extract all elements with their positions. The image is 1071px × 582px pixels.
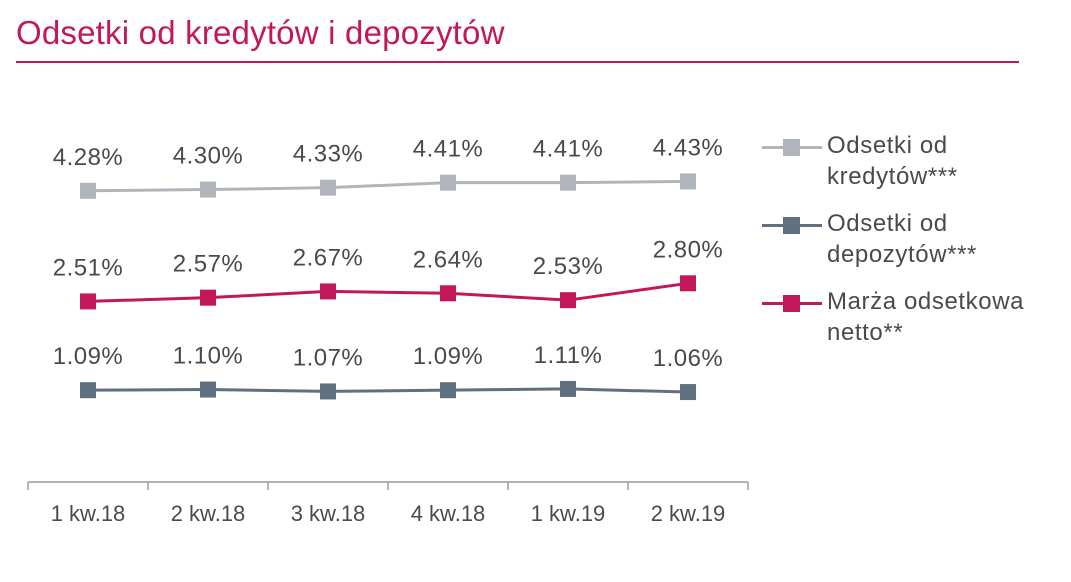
data-point-loans (80, 182, 96, 199)
data-point-deposits (680, 384, 696, 401)
legend-item-margin: Marża odsetkowa netto** (762, 286, 1062, 364)
data-label-deposits: 1.07% (293, 344, 364, 371)
data-point-deposits (200, 381, 216, 398)
data-label-margin: 2.67% (293, 244, 364, 271)
data-label-deposits: 1.10% (173, 343, 244, 370)
legend-label-loans: Odsetki od kredytów*** (827, 132, 958, 190)
data-point-loans (320, 179, 336, 196)
legend-label-deposits: Odsetki od depozytów*** (827, 210, 977, 268)
series-line-margin (87, 281, 689, 303)
legend-label-margin: Marża odsetkowa netto** (827, 288, 1025, 346)
data-label-margin: 2.53% (533, 253, 604, 280)
data-point-loans (680, 173, 696, 190)
data-label-loans: 4.33% (293, 141, 364, 168)
data-label-deposits: 1.09% (413, 343, 484, 370)
x-tick-label: 2 kw.18 (171, 501, 246, 526)
data-label-loans: 4.41% (413, 136, 484, 163)
data-point-deposits (440, 382, 456, 399)
data-point-margin (680, 275, 696, 292)
data-label-loans: 4.30% (173, 143, 244, 170)
x-tick-label: 4 kw.18 (411, 501, 486, 526)
series-line-deposits (87, 387, 689, 394)
legend-square-marker-icon (783, 139, 800, 156)
data-point-margin (560, 292, 576, 309)
legend-item-deposits: Odsetki od depozytów*** (762, 208, 1062, 286)
x-tick-label: 3 kw.18 (291, 501, 366, 526)
data-point-deposits (560, 380, 576, 397)
x-tick-label: 2 kw.19 (651, 501, 726, 526)
legend-square-marker-icon (783, 295, 800, 312)
data-point-loans (200, 181, 216, 198)
data-label-deposits: 1.09% (53, 343, 124, 370)
data-label-loans: 4.28% (53, 144, 124, 171)
legend-item-loans: Odsetki od kredytów*** (762, 130, 1062, 208)
data-point-margin (200, 289, 216, 306)
data-label-deposits: 1.06% (653, 345, 724, 372)
data-label-margin: 2.51% (53, 254, 124, 281)
title-divider (16, 61, 1019, 63)
x-tick-label: 1 kw.19 (531, 501, 606, 526)
data-point-deposits (320, 383, 336, 400)
data-point-loans (560, 174, 576, 191)
x-tick-label: 1 kw.18 (51, 501, 126, 526)
data-label-margin: 2.57% (173, 251, 244, 278)
data-point-loans (440, 174, 456, 191)
series-line-loans (87, 179, 689, 193)
chart-legend: Odsetki od kredytów*** Odsetki od depozy… (762, 130, 1062, 364)
data-point-margin (440, 285, 456, 302)
data-label-loans: 4.41% (533, 136, 604, 163)
data-label-loans: 4.43% (653, 134, 724, 161)
legend-square-marker-icon (783, 217, 800, 234)
data-label-deposits: 1.11% (534, 342, 603, 369)
data-point-margin (320, 283, 336, 300)
data-point-deposits (80, 382, 96, 399)
data-point-margin (80, 293, 96, 310)
data-label-margin: 2.80% (653, 236, 724, 263)
page-title: Odsetki od kredytów i depozytów (16, 14, 505, 51)
data-label-margin: 2.64% (413, 246, 484, 273)
